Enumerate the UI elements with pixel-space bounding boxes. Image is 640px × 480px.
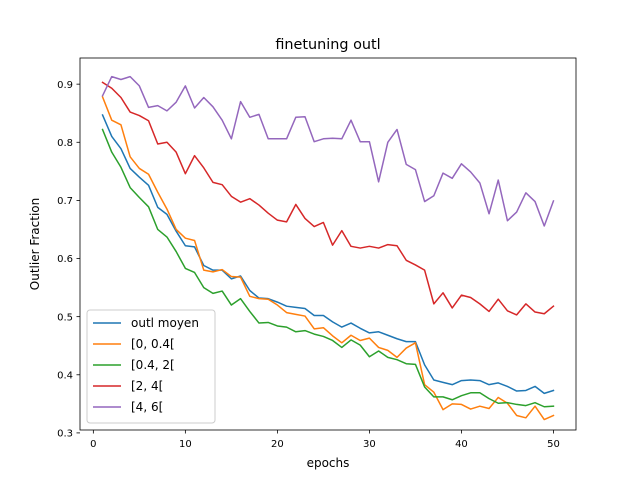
y-tick-label: 0.7 <box>57 196 73 207</box>
x-tick-label: 50 <box>547 439 560 450</box>
series-line-1 <box>101 113 555 395</box>
x-axis-ticks: 0 10 20 30 40 50 <box>90 430 560 450</box>
x-tick-label: 10 <box>179 439 192 450</box>
x-tick-label: 20 <box>271 439 284 450</box>
series-line-4 <box>101 81 555 316</box>
x-axis-label: epochs <box>307 456 350 470</box>
series-line-5 <box>101 75 555 227</box>
chart-title: finetuning outl <box>275 37 380 53</box>
series-line-2 <box>101 95 555 421</box>
series-line-3 <box>101 128 555 408</box>
y-tick-label: 0.4 <box>57 370 73 381</box>
x-tick-label: 40 <box>455 439 468 450</box>
series-layer <box>101 75 555 421</box>
y-tick-label: 0.9 <box>57 80 73 91</box>
y-axis-label: Outlier Fraction <box>28 198 42 290</box>
legend: outl moyen [0, 0.4[ [0.4, 2[ [2, 4[ [4, 6[ <box>86 309 216 424</box>
plot-area: 0 10 20 30 40 50 0.3 0.4 0.5 0.6 0.7 0.8 0.9 <box>57 57 577 450</box>
x-tick-label: 30 <box>363 439 376 450</box>
legend-label-2: [0, 0.4[ <box>131 337 175 351</box>
legend-label-5: [4, 6[ <box>131 400 163 414</box>
legend-frame <box>86 309 216 424</box>
axes-frame <box>79 57 577 431</box>
x-tick-label: 0 <box>90 439 96 450</box>
y-tick-label: 0.5 <box>57 312 73 323</box>
legend-label-4: [2, 4[ <box>131 379 163 393</box>
y-tick-label: 0.6 <box>57 254 73 265</box>
y-tick-label: 0.8 <box>57 138 73 149</box>
legend-label-3: [0.4, 2[ <box>131 358 175 372</box>
y-tick-label: 0.3 <box>57 429 73 440</box>
y-axis-ticks: 0.3 0.4 0.5 0.6 0.7 0.8 0.9 <box>57 80 80 440</box>
legend-label-1: outl moyen <box>131 316 199 330</box>
